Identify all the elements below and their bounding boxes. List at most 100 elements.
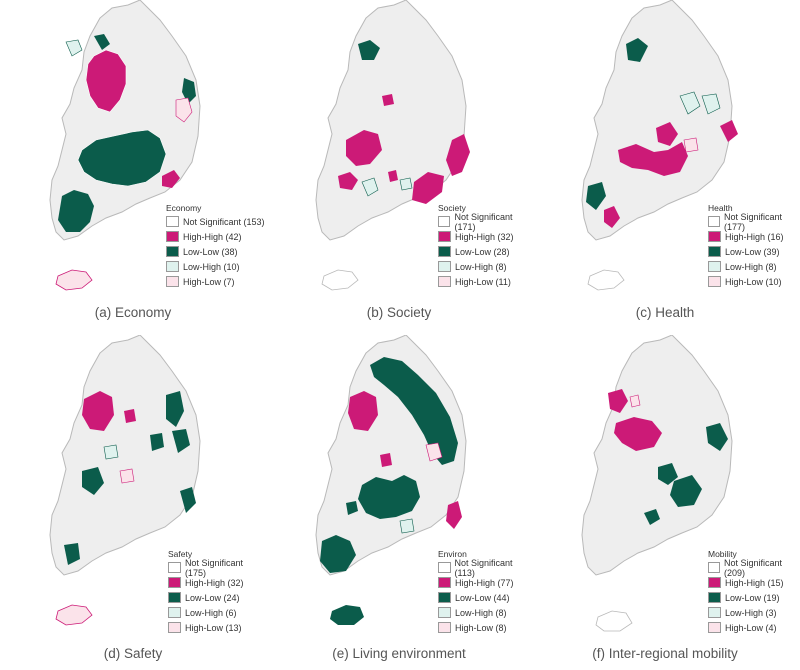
panel-health: Health Not Significant (177) High-High (… (532, 0, 798, 335)
legend-swatch (708, 216, 720, 227)
jeju-island (55, 269, 93, 291)
legend-item: Low-Low (24) (168, 590, 266, 605)
legend-swatch (438, 276, 451, 287)
region-low-high (679, 91, 701, 115)
legend: Safety Not Significant (175) High-High (… (168, 549, 266, 635)
legend-item: Low-Low (39) (708, 244, 798, 259)
legend-item: High-High (42) (166, 229, 265, 244)
region-low-low (150, 433, 164, 451)
legend-item: High-High (32) (168, 575, 266, 590)
region-low-low (180, 487, 196, 513)
panel-living-environment: Environ Not Significant (113) High-High … (266, 335, 532, 670)
region-high-high (348, 391, 378, 431)
health-map (581, 0, 738, 291)
legend-swatch (438, 607, 451, 618)
legend-item: Low-High (8) (438, 605, 532, 620)
region-high-high (720, 120, 738, 142)
legend: Mobility Not Significant (209) High-High… (708, 549, 798, 635)
legend-swatch (708, 607, 721, 618)
korea-mainland (581, 335, 733, 576)
region-high-high (124, 409, 136, 423)
legend-swatch (438, 592, 451, 603)
region-high-high (412, 172, 444, 204)
legend-item: High-Low (8) (438, 620, 532, 635)
legend-swatch (708, 276, 721, 287)
legend-label: Low-High (8) (725, 261, 777, 272)
jeju-island (330, 605, 364, 625)
legend-item: Not Significant (209) (708, 558, 798, 578)
legend-item: Low-High (6) (168, 605, 266, 620)
region-high-low (683, 137, 699, 153)
legend-swatch (168, 622, 181, 633)
legend-swatch (166, 246, 179, 257)
legend-title: Economy (166, 203, 202, 213)
legend-label: Low-Low (44) (455, 592, 510, 603)
region-low-low (658, 463, 678, 485)
legend-swatch (438, 261, 451, 272)
legend-label: Low-Low (28) (455, 246, 510, 257)
region-low-high (399, 177, 413, 191)
region-low-low (586, 182, 606, 210)
legend: Environ Not Significant (113) High-High … (438, 549, 532, 635)
region-high-low (175, 97, 193, 123)
society-map (315, 0, 470, 291)
region-high-low (629, 394, 641, 408)
region-low-low (358, 475, 420, 519)
region-high-high (446, 501, 462, 529)
region-high-high (346, 130, 382, 166)
legend-label: Not Significant (153) (183, 216, 265, 227)
legend-swatch (438, 231, 451, 242)
region-low-high (399, 518, 415, 534)
region-low-low (626, 38, 648, 62)
legend-label: Not Significant (113) (454, 557, 513, 578)
legend-swatch (168, 592, 181, 603)
economy-map (49, 0, 201, 291)
legend-label: High-High (77) (455, 577, 514, 588)
region-low-high (701, 93, 721, 115)
legend-label: High-Low (4) (725, 622, 777, 633)
legend-item: Low-High (3) (708, 605, 798, 620)
region-high-high (446, 134, 470, 176)
region-high-low (388, 170, 398, 182)
korea-mainland (581, 0, 733, 241)
legend-item: Low-High (10) (166, 259, 265, 274)
legend-swatch (708, 562, 720, 573)
legend-item: Low-High (8) (708, 259, 798, 274)
region-high-high (380, 453, 392, 467)
panel-caption: (c) Health (635, 305, 695, 320)
legend-swatch (708, 231, 721, 242)
legend-swatch (708, 246, 721, 257)
region-low-low (166, 391, 184, 427)
legend-item: High-High (77) (438, 575, 532, 590)
region-high-high (82, 391, 114, 431)
panel-society: Society Not Significant (171) High-High … (266, 0, 532, 335)
legend-label: Low-Low (39) (725, 246, 780, 257)
panel-caption: (b) Society (366, 305, 432, 320)
legend-item: Low-Low (28) (438, 244, 532, 259)
inter-regional-mobility-map (581, 335, 733, 632)
legend-swatch (166, 216, 179, 227)
legend-title: Safety (168, 549, 193, 559)
region-low-low (94, 34, 110, 50)
legend-item: Low-High (8) (438, 259, 532, 274)
legend-label: High-High (42) (183, 231, 242, 242)
region-low-low (670, 475, 702, 507)
legend: Health Not Significant (177) High-High (… (708, 203, 798, 289)
legend-swatch (438, 246, 451, 257)
panel-inter-regional-mobility: Mobility Not Significant (209) High-High… (532, 335, 798, 670)
legend-swatch (438, 216, 451, 227)
jeju-island (321, 269, 359, 291)
legend-label: Low-Low (38) (183, 246, 238, 257)
region-low-low (346, 501, 358, 515)
jeju-island (55, 604, 93, 626)
legend-swatch (438, 622, 451, 633)
living-environment-map (315, 335, 467, 625)
region-low-low (358, 40, 380, 60)
legend-item: Not Significant (177) (708, 212, 798, 232)
legend-swatch (166, 231, 179, 242)
region-high-high (656, 122, 678, 146)
legend-swatch (708, 261, 721, 272)
legend-label: Not Significant (175) (184, 557, 243, 578)
korea-mainland (49, 335, 201, 576)
region-high-high (614, 417, 662, 451)
